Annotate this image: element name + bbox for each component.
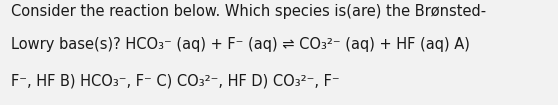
Text: Consider the reaction below. Which species is(are) the Brønsted-: Consider the reaction below. Which speci… [11, 4, 486, 19]
Text: Lowry base(s)? HCO₃⁻ (aq) + F⁻ (aq) ⇌ CO₃²⁻ (aq) + HF (aq) A): Lowry base(s)? HCO₃⁻ (aq) + F⁻ (aq) ⇌ CO… [11, 37, 470, 52]
Text: F⁻, HF B) HCO₃⁻, F⁻ C) CO₃²⁻, HF D) CO₃²⁻, F⁻: F⁻, HF B) HCO₃⁻, F⁻ C) CO₃²⁻, HF D) CO₃²… [11, 73, 340, 88]
